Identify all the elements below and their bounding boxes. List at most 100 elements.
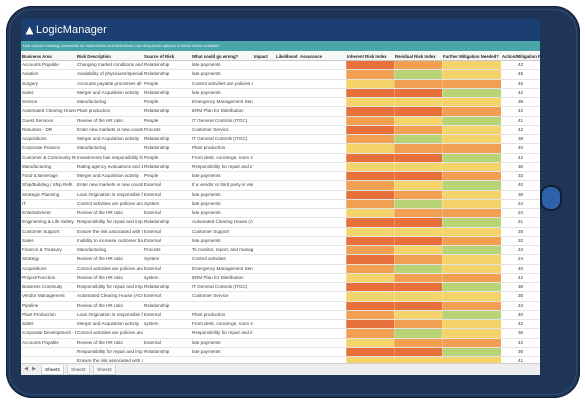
cell-source[interactable]: People bbox=[144, 80, 159, 86]
heat-cell[interactable] bbox=[442, 61, 501, 70]
heat-cell[interactable] bbox=[346, 153, 394, 162]
column-header[interactable]: Risk Description bbox=[77, 54, 111, 59]
heat-cell[interactable] bbox=[442, 218, 501, 227]
cell-act[interactable]: 42 bbox=[517, 108, 524, 114]
cell-wrong[interactable] bbox=[191, 302, 253, 310]
cell-empty[interactable] bbox=[275, 265, 299, 273]
table-row[interactable]: Strategy Review of the HR ratio System Cont… bbox=[21, 255, 540, 265]
cell-desc[interactable]: Merger and Acquisition activity bbox=[77, 136, 140, 141]
cell-area[interactable]: Customer Support bbox=[22, 228, 60, 234]
cell-desc[interactable]: Ensure the risk associated with new brok… bbox=[77, 358, 143, 363]
column-header[interactable]: Inherent Risk Index bbox=[347, 54, 387, 59]
cell-area[interactable]: Strategy bbox=[22, 256, 40, 262]
cell-area[interactable]: Accounts Payable bbox=[22, 339, 59, 345]
heat-cell[interactable] bbox=[346, 135, 394, 144]
table-row[interactable]: Acquisitions Control activities are polic… bbox=[21, 264, 540, 274]
cell-desc[interactable]: Enter new markets in new countries bbox=[77, 182, 143, 188]
cell-empty[interactable] bbox=[253, 228, 275, 236]
table-row[interactable]: Sales Merger and Acquisition activity syst… bbox=[21, 320, 540, 330]
cell-empty[interactable] bbox=[299, 163, 346, 171]
cell-source[interactable]: People bbox=[144, 99, 159, 104]
cell-empty[interactable] bbox=[299, 181, 346, 189]
cell-empty[interactable] bbox=[275, 329, 299, 337]
cell-act[interactable]: 42 bbox=[517, 154, 524, 160]
cell-area[interactable]: Acquisitions bbox=[22, 136, 47, 141]
cell-empty[interactable] bbox=[299, 61, 346, 69]
cell-desc[interactable]: Review of the HR ratio bbox=[77, 302, 123, 308]
first-sheet-arrow-icon[interactable]: ◀ bbox=[24, 366, 28, 372]
cell-wrong[interactable]: If a vendor or third party is visiting bbox=[192, 182, 253, 188]
cell-source[interactable]: Relationship bbox=[144, 71, 170, 77]
heat-cell[interactable] bbox=[394, 283, 442, 292]
cell-empty[interactable] bbox=[275, 80, 299, 88]
cell-empty[interactable] bbox=[299, 311, 346, 319]
cell-wrong[interactable]: Plant production bbox=[192, 145, 226, 151]
heat-cell[interactable] bbox=[394, 153, 442, 162]
heat-cell[interactable] bbox=[442, 357, 501, 366]
cell-desc[interactable]: Investments has responsibility for manag bbox=[77, 154, 143, 160]
heat-cell[interactable] bbox=[346, 347, 394, 356]
cell-source[interactable] bbox=[143, 329, 191, 337]
cell-area[interactable]: Sales bbox=[22, 89, 34, 95]
heat-cell[interactable] bbox=[346, 107, 394, 116]
table-row[interactable]: Plant Production Loan Origination is resp… bbox=[21, 310, 540, 320]
cell-source[interactable]: Relationship bbox=[144, 219, 170, 225]
cell-desc[interactable]: Merger and Acquisition activity bbox=[77, 89, 140, 95]
cell-wrong[interactable]: late payments bbox=[192, 237, 221, 243]
heat-cell[interactable] bbox=[346, 190, 394, 199]
home-button[interactable] bbox=[542, 187, 560, 209]
cell-desc[interactable]: Merger and Acquisition activity bbox=[77, 321, 140, 326]
cell-empty[interactable] bbox=[275, 302, 299, 310]
cell-empty[interactable] bbox=[275, 237, 299, 245]
cell-empty[interactable] bbox=[253, 98, 275, 106]
sheet-tab-2[interactable]: Sheet2 bbox=[67, 365, 90, 375]
heat-cell[interactable] bbox=[346, 227, 394, 236]
cell-empty[interactable] bbox=[299, 172, 346, 180]
cell-desc[interactable]: Responsibility for repair and improveme bbox=[77, 284, 143, 289]
heat-cell[interactable] bbox=[346, 116, 394, 125]
cell-empty[interactable] bbox=[275, 61, 299, 69]
heat-cell[interactable] bbox=[394, 310, 442, 319]
cell-wrong[interactable]: late payments bbox=[192, 173, 221, 178]
cell-wrong[interactable]: IT General Controls (ITGC) bbox=[192, 284, 248, 289]
table-row[interactable]: Guest Services Review of the HR ratio Peop… bbox=[21, 116, 540, 126]
cell-desc[interactable]: Review of the HR ratio bbox=[77, 210, 123, 215]
cell-source[interactable]: External bbox=[144, 265, 161, 271]
cell-area[interactable]: Project/Function bbox=[22, 274, 56, 280]
column-header[interactable]: Further Mitigation Needed? bbox=[443, 54, 499, 59]
cell-wrong[interactable]: ERM Plan for Distribution bbox=[192, 274, 244, 280]
column-header[interactable]: Likelihood bbox=[276, 54, 298, 59]
heat-cell[interactable] bbox=[442, 283, 501, 292]
heat-cell[interactable] bbox=[442, 338, 501, 347]
cell-area[interactable]: Business Continuity bbox=[22, 284, 63, 289]
cell-empty[interactable] bbox=[253, 107, 275, 115]
cell-source[interactable]: External bbox=[144, 182, 161, 188]
cell-source[interactable]: Relationship bbox=[144, 108, 170, 114]
cell-empty[interactable] bbox=[299, 320, 346, 328]
cell-empty[interactable] bbox=[299, 302, 346, 310]
heat-cell[interactable] bbox=[346, 329, 394, 338]
heat-cell[interactable] bbox=[394, 162, 442, 171]
heat-cell[interactable] bbox=[346, 199, 394, 208]
cell-empty[interactable] bbox=[253, 61, 275, 69]
cell-desc[interactable]: Control activities are policies and proc… bbox=[77, 265, 143, 271]
cell-empty[interactable] bbox=[299, 107, 346, 115]
cell-empty[interactable] bbox=[253, 274, 275, 282]
table-row[interactable]: Responsibility for repair and improvemen… bbox=[21, 347, 540, 357]
heat-cell[interactable] bbox=[394, 61, 442, 70]
heat-cell[interactable] bbox=[394, 347, 442, 356]
cell-wrong[interactable]: late payments bbox=[192, 62, 221, 67]
heat-cell[interactable] bbox=[394, 79, 442, 88]
cell-area[interactable]: Surgery bbox=[22, 80, 39, 86]
cell-source[interactable]: External bbox=[144, 339, 161, 345]
heat-cell[interactable] bbox=[394, 227, 442, 236]
heat-cell[interactable] bbox=[442, 125, 501, 134]
cell-act[interactable]: 42 bbox=[517, 62, 524, 67]
cell-wrong[interactable]: ERM Plan for Distribution bbox=[192, 108, 244, 114]
heat-cell[interactable] bbox=[346, 283, 394, 292]
cell-act[interactable]: 36 bbox=[517, 163, 524, 169]
cell-empty[interactable] bbox=[275, 292, 299, 300]
cell-desc[interactable]: Review of the HR ratio bbox=[77, 274, 123, 280]
table-row[interactable]: Sales Inability to increase customer base… bbox=[21, 236, 540, 246]
cell-empty[interactable] bbox=[253, 70, 275, 78]
